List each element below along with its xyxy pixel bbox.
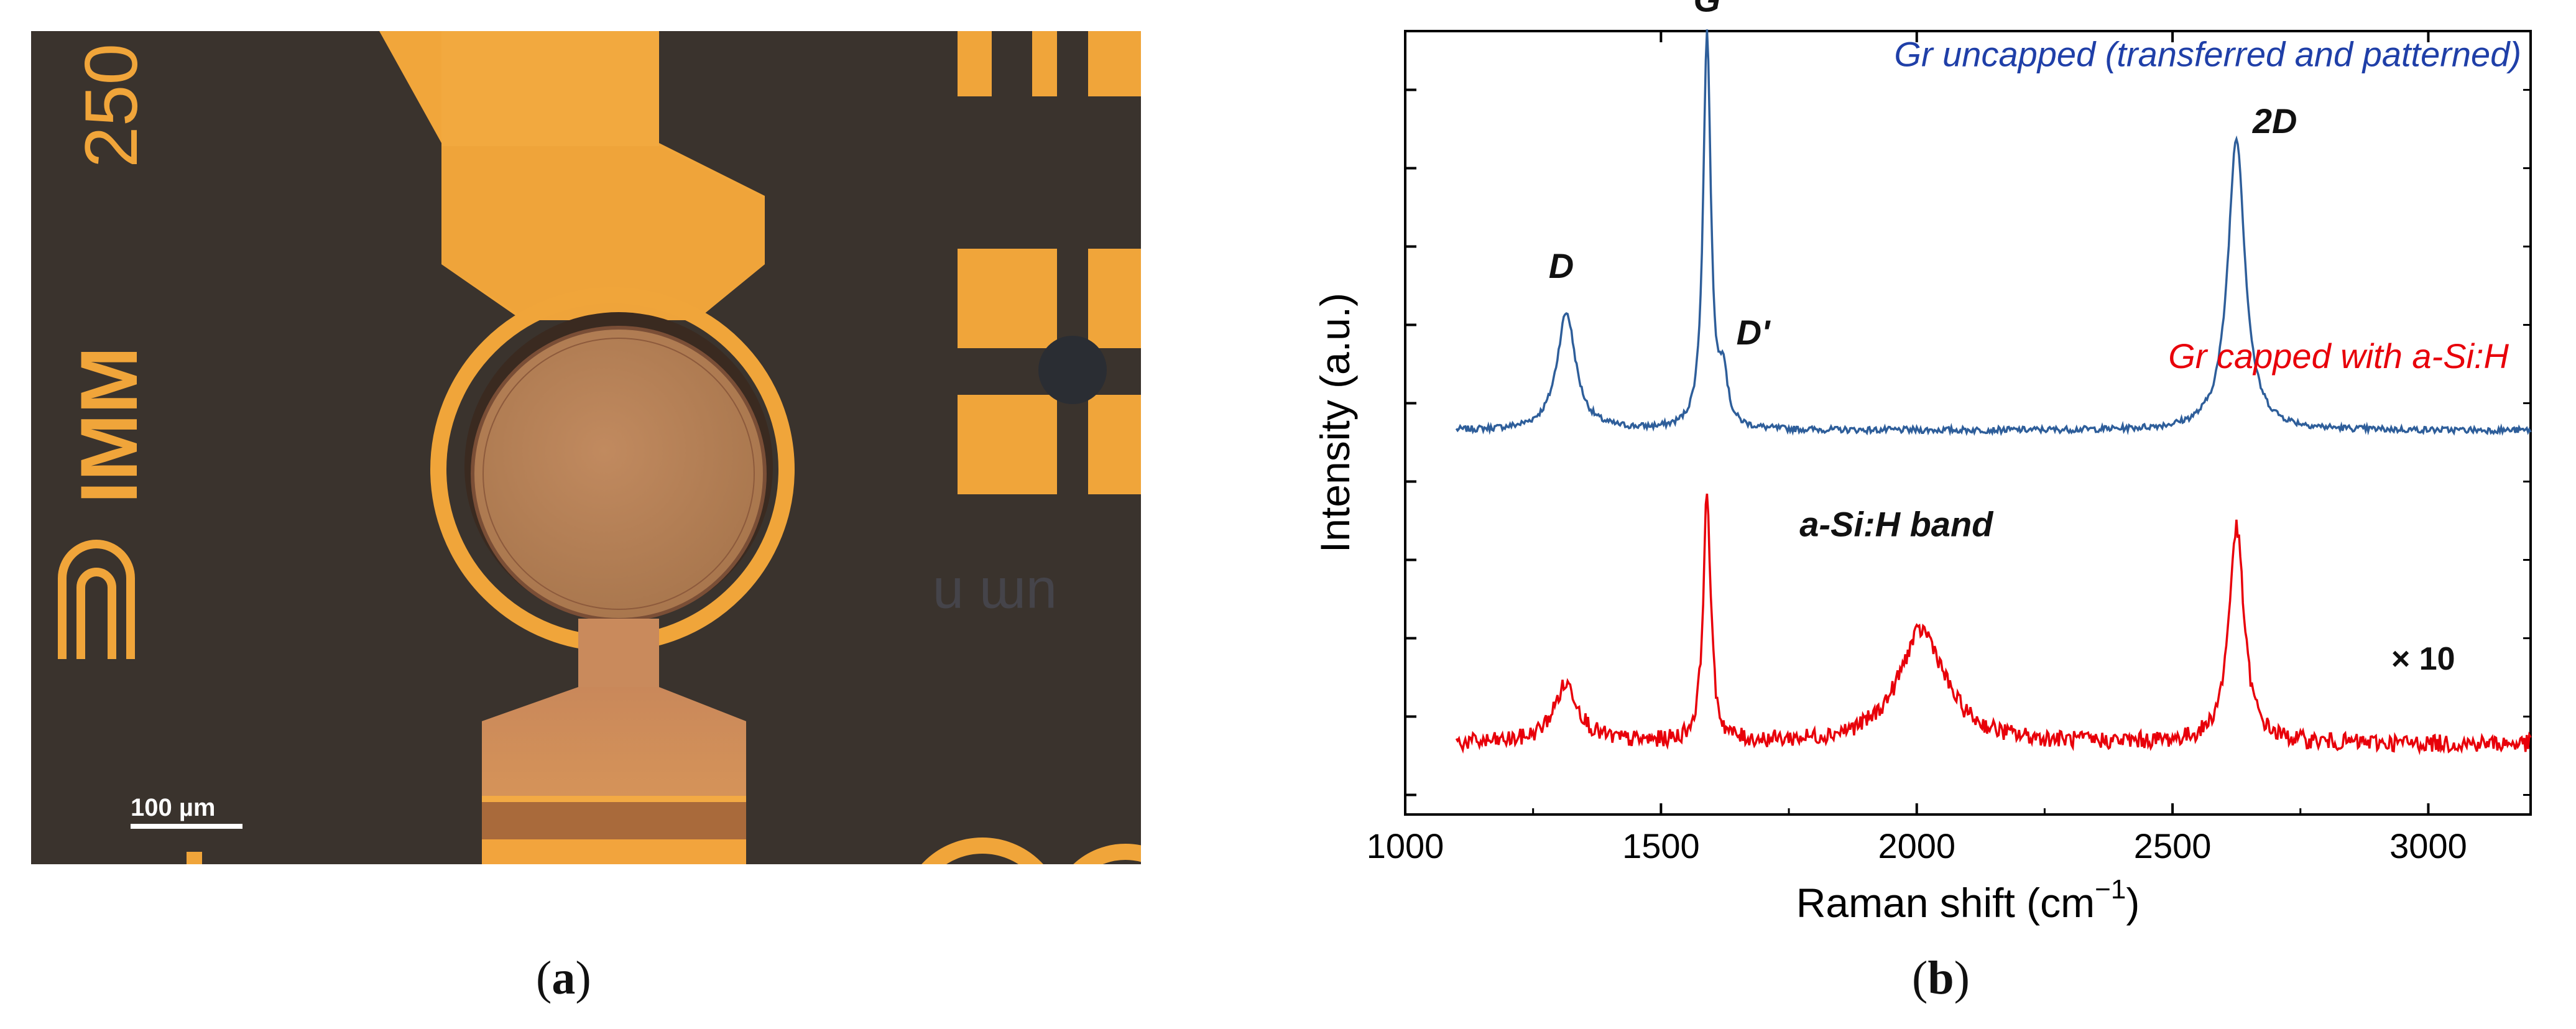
lower-stem bbox=[578, 619, 659, 687]
scale-bar bbox=[131, 824, 242, 829]
peak-label-2d: 2D bbox=[2252, 101, 2297, 141]
x-tick-label: 1000 bbox=[1367, 826, 1444, 865]
test-pad bbox=[958, 249, 1057, 348]
micrograph-panel: um n 250 IMM 100 µm bbox=[31, 31, 1141, 864]
legend-capped: Gr capped with a-Si:H bbox=[2168, 336, 2509, 376]
series-line-uncapped bbox=[1455, 29, 2532, 436]
x-tick-label: 3000 bbox=[2389, 826, 2467, 865]
scale-bar-label: 100 µm bbox=[131, 794, 215, 821]
series-line-capped bbox=[1455, 493, 2532, 755]
x-tick-label: 1500 bbox=[1622, 826, 1700, 865]
raman-chart-svg: 1000 1500 2000 2500 3000 Raman shift (cm−1) In… bbox=[1312, 0, 2532, 926]
y-axis-label: Intensity (a.u.) bbox=[1312, 293, 1358, 553]
peak-label-d: D bbox=[1549, 246, 1574, 285]
plot-frame bbox=[1404, 30, 2532, 816]
x-tick-label: 2000 bbox=[1878, 826, 1955, 865]
peak-label-dprime: D' bbox=[1737, 313, 1771, 352]
panel-b-caption: (b) bbox=[1912, 952, 1970, 1004]
logo-mark-icon bbox=[58, 540, 135, 659]
raman-chart: 1000 1500 2000 2500 3000 Raman shift (cm−1) In… bbox=[1275, 0, 2576, 945]
etch-marker bbox=[1038, 336, 1107, 404]
peak-label-asih: a-Si:H band bbox=[1799, 505, 1994, 544]
svg-text:um n: um n bbox=[933, 566, 1057, 628]
membrane-disk bbox=[471, 326, 767, 622]
multiplier-label: × 10 bbox=[2391, 641, 2455, 677]
micrograph-image: um n 250 IMM 100 µm bbox=[31, 31, 1141, 864]
chip-number-label: 250 bbox=[70, 44, 153, 168]
legend-uncapped: Gr uncapped (transferred and patterned) bbox=[1894, 35, 2521, 74]
logo-text: IMM bbox=[63, 346, 154, 504]
x-axis-label: Raman shift (cm−1) bbox=[1796, 874, 2140, 926]
peak-label-g: G bbox=[1694, 0, 1721, 19]
panel-a-caption: (a) bbox=[536, 952, 591, 1004]
x-tick-label: 2500 bbox=[2134, 826, 2212, 865]
